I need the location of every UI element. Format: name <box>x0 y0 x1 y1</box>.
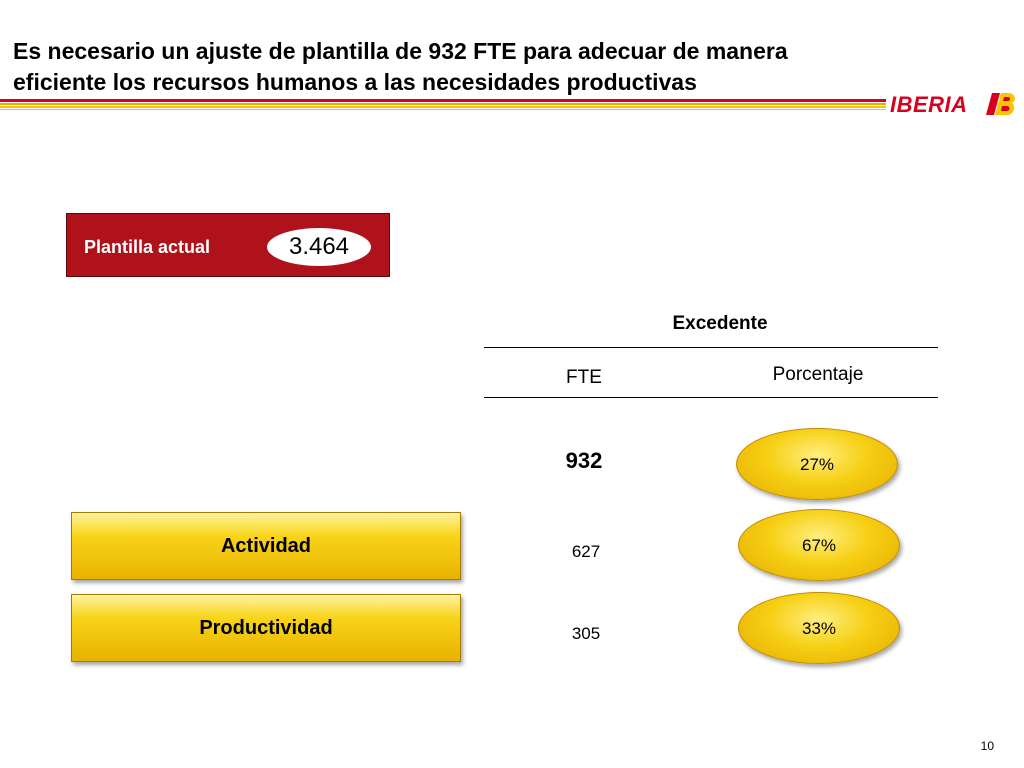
iberia-logo: IBERIA <box>890 92 1016 117</box>
column-header-fte: FTE <box>566 367 602 388</box>
title-line-2: eficiente los recursos humanos a las nec… <box>13 69 697 95</box>
table-header-rule <box>484 397 938 398</box>
iberia-logo-text: IBERIA <box>890 92 968 117</box>
table-top-rule <box>484 347 938 348</box>
plantilla-actual-box: Plantilla actual 3.464 <box>66 213 390 277</box>
plantilla-actual-value: 3.464 <box>267 228 371 266</box>
iberia-emblem-icon <box>986 93 1016 116</box>
plantilla-actual-label: Plantilla actual <box>84 237 211 257</box>
excedente-header: Excedente <box>672 313 768 334</box>
column-header-porcentaje: Porcentaje <box>772 364 864 385</box>
fte-actividad: 627 <box>571 542 601 561</box>
fte-total: 932 <box>565 448 603 473</box>
fte-productividad: 305 <box>571 624 601 643</box>
pct-total-oval: 27% <box>736 428 898 500</box>
category-actividad: Actividad <box>71 512 461 580</box>
page-number: 10 <box>980 739 994 753</box>
header-stripes <box>0 99 886 113</box>
category-productividad: Productividad <box>71 594 461 662</box>
pct-actividad: 67% <box>801 536 837 555</box>
pct-productividad: 33% <box>801 619 837 638</box>
pct-total: 27% <box>799 455 835 474</box>
slide-title: Es necesario un ajuste de plantilla de 9… <box>13 36 973 98</box>
pct-productividad-oval: 33% <box>738 592 900 664</box>
pct-actividad-oval: 67% <box>738 509 900 581</box>
title-line-1: Es necesario un ajuste de plantilla de 9… <box>13 38 788 64</box>
